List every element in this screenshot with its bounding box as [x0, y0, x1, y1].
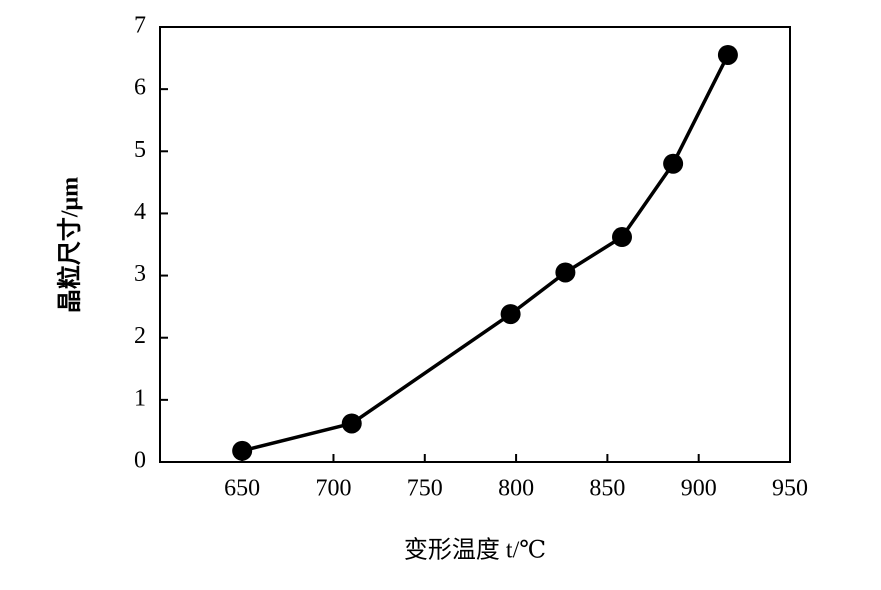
y-tick-label: 2 — [134, 323, 146, 349]
data-point — [555, 262, 576, 283]
data-line — [241, 54, 730, 453]
x-tick-label: 650 — [224, 476, 260, 502]
x-tick-label: 850 — [589, 476, 625, 502]
data-point — [232, 440, 253, 461]
x-axis-label: 变形温度 t/℃ — [404, 537, 546, 564]
y-tick-label: 4 — [134, 199, 146, 225]
y-tick-label: 1 — [134, 385, 146, 411]
data-point — [500, 304, 521, 325]
data-point — [612, 227, 632, 248]
y-axis-label: 晶粒尺寸/μm — [56, 177, 84, 313]
data-point — [341, 413, 362, 434]
y-tick-label: 3 — [134, 261, 146, 287]
plot-frame — [159, 26, 791, 463]
y-tick-label: 5 — [134, 137, 146, 163]
x-tick-label: 900 — [681, 476, 717, 502]
data-point — [663, 153, 684, 174]
y-tick-label: 7 — [134, 13, 146, 39]
y-tick-label: 6 — [134, 75, 146, 101]
data-point — [717, 44, 738, 65]
x-tick-label: 800 — [498, 476, 534, 502]
x-tick-label: 750 — [407, 476, 443, 502]
x-tick-label: 700 — [315, 476, 351, 502]
y-tick-label: 0 — [134, 448, 146, 474]
x-tick-label: 950 — [772, 476, 808, 502]
